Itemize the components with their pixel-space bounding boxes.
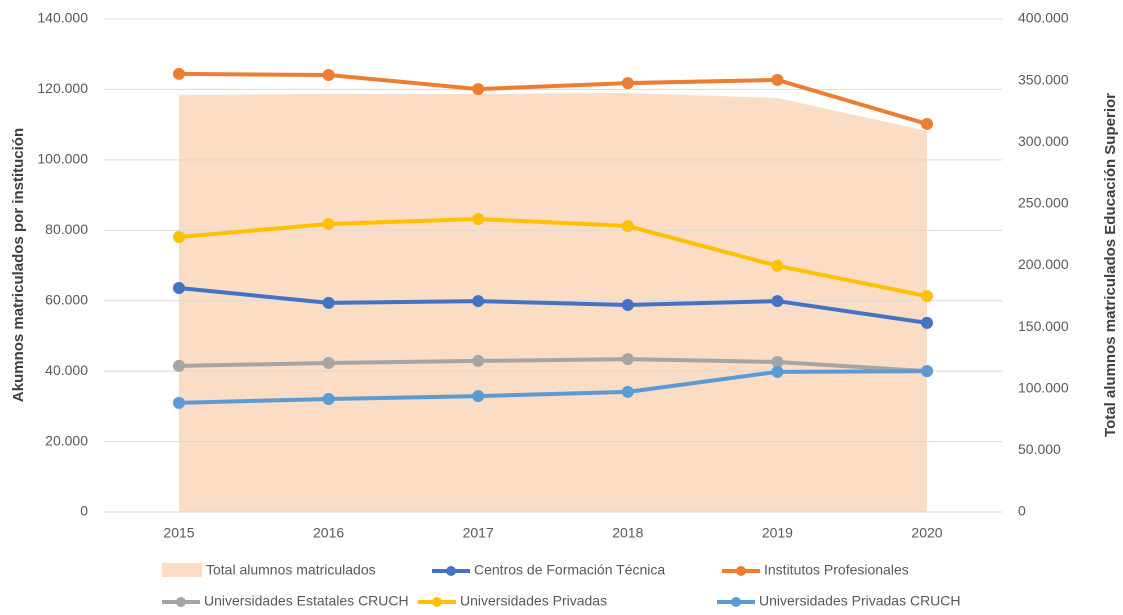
legend-label: Universidades Estatales CRUCH xyxy=(204,593,409,609)
y2-tick-label: 250.000 xyxy=(1018,195,1069,211)
marker xyxy=(173,282,185,295)
x-tick-label: 2016 xyxy=(313,525,344,541)
y-tick-label: 80.000 xyxy=(45,221,88,237)
legend-marker xyxy=(731,597,741,607)
legend-marker xyxy=(432,597,442,607)
marker xyxy=(472,390,485,403)
x-tick-label: 2015 xyxy=(163,525,194,541)
marker xyxy=(173,230,185,243)
y-tick-label: 120.000 xyxy=(37,80,88,96)
marker xyxy=(472,354,485,367)
marker xyxy=(771,259,784,272)
marker xyxy=(621,385,634,398)
y2-tick-label: 400.000 xyxy=(1018,10,1069,26)
marker xyxy=(621,298,634,311)
x-tick-label: 2020 xyxy=(911,525,942,541)
line xyxy=(178,357,928,374)
marker xyxy=(472,295,485,308)
legend-label: Universidades Privadas xyxy=(460,593,607,609)
marker xyxy=(322,392,335,405)
legend-marker xyxy=(736,566,746,576)
y-tick-label: 20.000 xyxy=(45,432,88,448)
y2-axis-title: Total alumnos matriculados Educación Sup… xyxy=(1102,93,1119,437)
marker xyxy=(322,357,335,370)
marker xyxy=(472,83,485,96)
y2-tick-label: 200.000 xyxy=(1018,256,1069,272)
marker xyxy=(621,353,634,366)
marker xyxy=(921,117,933,130)
line xyxy=(178,217,928,299)
legend-marker xyxy=(446,566,456,576)
x-tick-label: 2017 xyxy=(463,525,494,541)
line xyxy=(178,369,928,405)
y2-tick-label: 0 xyxy=(1018,503,1026,519)
marker xyxy=(173,67,185,80)
x-tick-label: 2019 xyxy=(762,525,793,541)
y-tick-label: 0 xyxy=(80,503,88,519)
y2-tick-label: 350.000 xyxy=(1018,71,1069,87)
y-tick-label: 100.000 xyxy=(37,151,88,167)
y2-tick-label: 50.000 xyxy=(1018,441,1061,457)
marker xyxy=(771,73,784,86)
legend-marker xyxy=(176,597,186,607)
marker xyxy=(173,396,185,409)
marker xyxy=(771,365,784,378)
y-tick-label: 60.000 xyxy=(45,291,88,307)
marker xyxy=(921,290,933,303)
marker xyxy=(322,217,335,230)
marker xyxy=(173,359,185,372)
marker xyxy=(921,316,933,329)
marker xyxy=(621,220,634,233)
legend-label: Universidades Privadas CRUCH xyxy=(759,593,961,609)
y-tick-label: 140.000 xyxy=(37,10,88,26)
y-axis-title: Akumnos matriculados por institución xyxy=(10,128,27,402)
y2-tick-label: 150.000 xyxy=(1018,318,1069,334)
y-tick-label: 40.000 xyxy=(45,362,88,378)
legend-label: Institutos Profesionales xyxy=(764,562,909,578)
legend-swatch xyxy=(162,563,202,577)
marker xyxy=(921,365,933,378)
marker xyxy=(771,295,784,308)
y2-tick-label: 300.000 xyxy=(1018,133,1069,149)
line xyxy=(178,71,928,126)
marker xyxy=(621,77,634,90)
marker xyxy=(322,68,335,81)
marker xyxy=(472,213,485,226)
y2-tick-label: 100.000 xyxy=(1018,379,1069,395)
legend-label: Centros de Formación Técnica xyxy=(474,562,665,578)
marker xyxy=(771,355,784,368)
legend-label: Total alumnos matriculados xyxy=(206,562,376,578)
line xyxy=(178,286,928,325)
marker xyxy=(322,296,335,309)
x-tick-label: 2018 xyxy=(612,525,643,541)
